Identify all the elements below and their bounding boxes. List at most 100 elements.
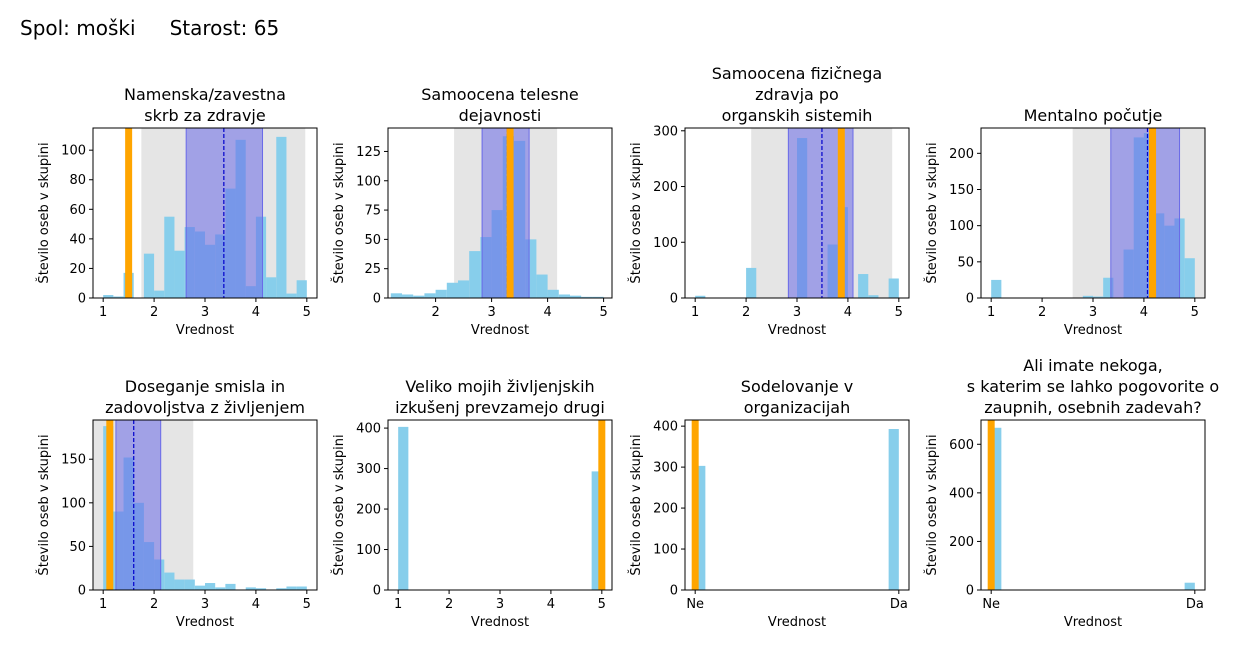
histogram-bar (276, 588, 287, 590)
histogram-bar (164, 216, 175, 298)
iqr-band (115, 420, 162, 590)
histogram-panel: 1 2 3 4 5 0 100 200 300 400 Vrednost Število oseb v… (331, 377, 613, 630)
histogram-bar (424, 293, 436, 298)
chart-title: Ali imate nekoga, (1023, 356, 1162, 375)
x-tick-label: 5 (1191, 305, 1199, 320)
x-tick-label: 1 (99, 305, 107, 320)
histogram-bar (174, 250, 185, 298)
histogram-bar (570, 295, 582, 298)
y-tick-label: 300 (653, 124, 678, 139)
axes-frame (387, 127, 613, 299)
x-tick-label: Ne (982, 597, 1000, 612)
chart-title: Doseganje smisla in (125, 377, 285, 396)
histogram-bar (245, 587, 256, 590)
x-tick-label: Ne (686, 597, 704, 612)
plot-area (103, 128, 307, 298)
chart-title: Mentalno počutje (1024, 106, 1163, 125)
x-axis-label: Vrednost (176, 323, 234, 338)
histogram-bar (581, 296, 593, 298)
chart-title: skrb za zdravje (144, 106, 265, 125)
x-tick-label: 5 (598, 597, 606, 612)
histogram-bar (205, 583, 216, 590)
y-tick-label: 150 (949, 183, 974, 198)
y-tick-label: 300 (356, 462, 381, 477)
chart-title: Samoocena telesne (421, 85, 579, 104)
chart-title: Namenska/zavestna (124, 85, 286, 104)
y-tick-label: 0 (78, 292, 86, 307)
y-tick-label: 75 (364, 204, 381, 219)
y-tick-label: 200 (949, 147, 974, 162)
x-tick-label: 3 (487, 305, 495, 320)
y-tick-label: 60 (69, 203, 86, 218)
chart-title: Sodelovanje v (741, 377, 853, 396)
x-axis-label: Vrednost (176, 615, 234, 630)
histogram-bar (276, 136, 287, 298)
selected-value-marker (1149, 128, 1157, 298)
x-axis-label: Vrednost (471, 615, 529, 630)
plot-area (695, 128, 899, 298)
histogram-bar (1093, 296, 1104, 298)
y-tick-label: 50 (69, 540, 86, 555)
y-tick-label: 400 (356, 422, 381, 437)
sex-label: Spol: moški (20, 16, 136, 40)
histogram-panel: 1 2 3 4 5 0 100 200 300 Vrednost Število oseb v sk… (628, 64, 910, 338)
x-tick-label: Da (1186, 597, 1204, 612)
y-tick-label: 100 (653, 236, 678, 251)
x-tick-label: 1 (394, 597, 402, 612)
histogram-bar (225, 583, 236, 590)
x-tick-label: 1 (987, 305, 995, 320)
chart-title: Samoocena fizičnega (712, 64, 882, 83)
chart-title: dejavnosti (459, 106, 542, 125)
histogram-bar (1184, 582, 1195, 590)
histogram-bar (558, 294, 570, 298)
histogram-bar (266, 277, 277, 298)
histogram-bar (591, 471, 602, 590)
histogram-bar (143, 253, 155, 298)
y-tick-label: 400 (653, 420, 678, 435)
x-tick-label: 5 (599, 305, 607, 320)
histogram-bar (413, 295, 425, 298)
y-tick-label: 0 (966, 584, 974, 599)
x-tick-label: 4 (1140, 305, 1148, 320)
y-tick-label: 100 (356, 174, 381, 189)
y-axis-label: Število oseb v skupini (628, 434, 644, 575)
x-tick-label: Da (890, 597, 908, 612)
y-axis-label: Število oseb v skupini (36, 434, 52, 575)
y-tick-label: 100 (61, 144, 86, 159)
histogram-bar (154, 290, 165, 298)
y-tick-label: 0 (966, 292, 974, 307)
y-axis-label: Število oseb v skupini (924, 142, 940, 283)
y-axis-label: Število oseb v skupini (628, 142, 644, 283)
axes-frame (684, 419, 910, 591)
x-tick-label: 1 (99, 597, 107, 612)
histogram-bar (286, 586, 297, 590)
selected-value-marker (106, 420, 114, 590)
y-tick-label: 300 (653, 461, 678, 476)
x-tick-label: 3 (496, 597, 504, 612)
y-tick-label: 50 (364, 233, 381, 248)
x-tick-label: 2 (742, 305, 750, 320)
histogram-bar (113, 296, 124, 298)
plot-area (93, 420, 307, 590)
page-header: Spol: moški Starost: 65 (20, 16, 279, 40)
histogram-bar (446, 282, 458, 298)
selected-value-marker (598, 420, 606, 590)
histogram-bar (296, 280, 307, 298)
histogram-bar (296, 586, 307, 590)
histogram-bar (695, 465, 706, 590)
x-axis-label: Vrednost (1064, 323, 1122, 338)
histogram-bar (286, 293, 297, 298)
x-tick-label: 2 (150, 597, 158, 612)
chart-title: izkušenj prevzamejo drugi (395, 398, 605, 417)
x-tick-label: 2 (431, 305, 439, 320)
chart-title: zaupnih, osebnih zadevah? (984, 398, 1201, 417)
histogram-bar (888, 429, 899, 590)
histogram-panel: 1 2 3 4 5 0 20 40 60 80 100 Vrednost Število oseb v … (36, 85, 318, 338)
x-tick-label: 2 (150, 305, 158, 320)
histogram-bar (547, 289, 559, 298)
selected-value-marker (506, 128, 514, 298)
plot-area (991, 128, 1205, 298)
histogram-bar (592, 296, 604, 298)
plot-area (987, 420, 1195, 590)
